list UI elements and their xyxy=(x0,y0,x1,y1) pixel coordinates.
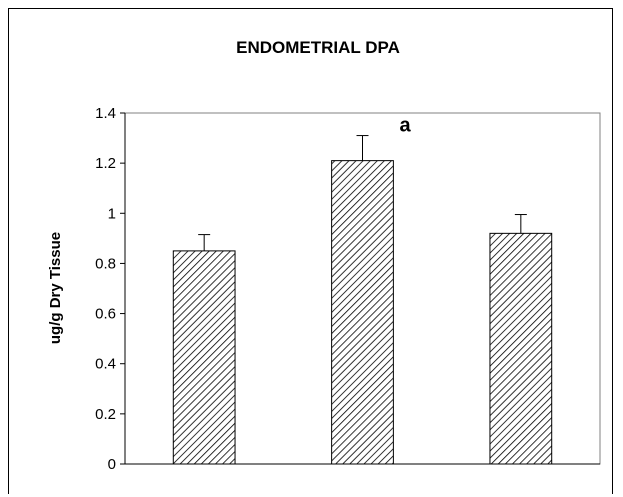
y-tick-label: 0 xyxy=(108,456,116,473)
y-axis-ticks: 0 0.2 0.4 0.6 0.8 1 1.2 1.4 xyxy=(95,105,125,473)
y-tick-label: 1.4 xyxy=(95,105,116,122)
y-tick-label: 0.6 xyxy=(95,306,116,323)
bar xyxy=(331,160,394,465)
y-tick-label: 0.2 xyxy=(95,406,116,423)
bar-annotation: a xyxy=(400,115,412,137)
y-axis-label: ug/g Dry Tissue xyxy=(47,232,64,344)
bar xyxy=(172,250,236,465)
bars-group: a xyxy=(172,115,553,465)
chart-title: ENDOMETRIAL DPA xyxy=(236,38,400,57)
y-tick-label: 1.2 xyxy=(95,155,116,172)
bar xyxy=(489,232,553,465)
y-tick-label: 0.8 xyxy=(95,255,116,272)
y-tick-label: 1 xyxy=(108,205,116,222)
y-tick-label: 0.4 xyxy=(95,356,116,373)
